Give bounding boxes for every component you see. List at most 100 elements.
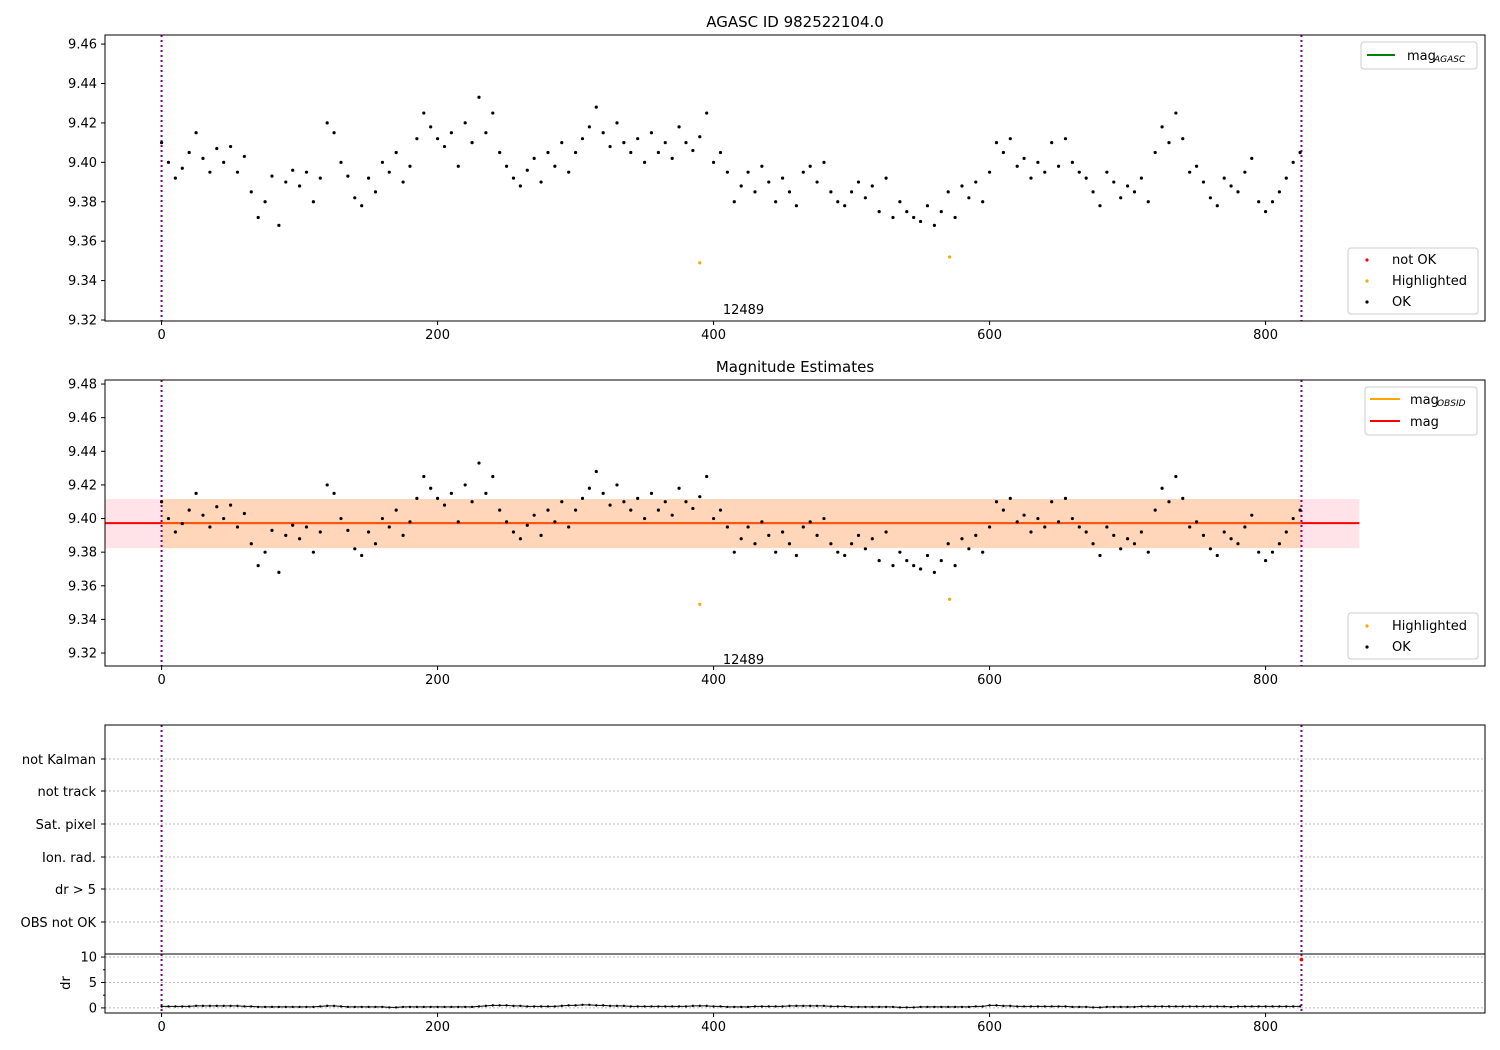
ok-point xyxy=(1270,200,1275,204)
dr-point xyxy=(781,1005,784,1008)
ok-point xyxy=(387,170,391,174)
ok-point xyxy=(1208,547,1212,551)
ok-point xyxy=(249,190,253,194)
ok-point xyxy=(477,461,481,465)
ok-point xyxy=(366,176,371,180)
dr-point xyxy=(1147,1005,1150,1008)
x-tick-label: 0 xyxy=(157,673,165,688)
y-tick-label: 5 xyxy=(89,976,97,991)
ok-point xyxy=(843,204,847,208)
dr-point xyxy=(298,1005,301,1009)
dr-point xyxy=(657,1005,660,1008)
ok-point xyxy=(277,570,281,574)
axes-frame xyxy=(104,34,1486,322)
ok-point xyxy=(408,520,412,524)
dr-point xyxy=(650,1005,653,1008)
ok-point xyxy=(1188,170,1192,174)
y-tick-label: 9.34 xyxy=(68,613,97,628)
ok-point xyxy=(166,516,171,521)
ok-point xyxy=(380,516,384,521)
dr-point xyxy=(739,1005,743,1009)
ok-point xyxy=(353,547,357,551)
dr-point xyxy=(1243,1005,1247,1008)
dr-point xyxy=(1084,1005,1088,1009)
ok-point xyxy=(1022,156,1026,160)
legend-label: OK xyxy=(1392,295,1411,310)
ok-point xyxy=(201,156,205,160)
ok-point xyxy=(429,125,433,129)
ok-point xyxy=(960,537,964,541)
panel1-obsid-label: 12489 xyxy=(723,303,764,318)
panel2-obsid-label: 12489 xyxy=(723,653,764,668)
ok-point xyxy=(767,533,771,537)
dr-point xyxy=(422,1005,425,1009)
ok-point xyxy=(166,160,171,164)
dr-point xyxy=(1216,1005,1219,1008)
ok-point xyxy=(1250,156,1254,160)
ok-point xyxy=(394,508,398,512)
ok-point xyxy=(787,190,792,194)
ok-point xyxy=(1222,530,1226,534)
y-tick-label: 9.38 xyxy=(68,195,97,210)
dr-point xyxy=(505,1004,508,1007)
ok-point xyxy=(601,131,605,135)
ok-point xyxy=(787,542,792,546)
legend-marker xyxy=(1365,258,1369,262)
ok-point xyxy=(435,496,440,500)
dr-point xyxy=(1140,1005,1143,1008)
ok-point xyxy=(732,200,736,204)
highlighted-point xyxy=(947,255,952,259)
ok-point xyxy=(1188,525,1192,529)
dr-point xyxy=(1285,1005,1288,1008)
x-tick-label: 800 xyxy=(1253,328,1278,343)
ok-point xyxy=(297,184,302,188)
ok-point xyxy=(429,486,433,490)
ok-point xyxy=(691,148,695,153)
ok-point xyxy=(608,144,612,149)
dr-point xyxy=(401,1005,405,1009)
ok-point xyxy=(725,525,729,529)
panel3-dr-axes: 0 5 10 0 200 400 600 800 xyxy=(80,951,1486,1035)
dr-point xyxy=(243,1005,246,1008)
ok-point xyxy=(560,141,564,145)
ok-point xyxy=(173,530,177,534)
ok-point xyxy=(498,150,502,155)
y-tick-label: 9.36 xyxy=(68,579,97,594)
dr-point xyxy=(174,1005,177,1008)
ok-point xyxy=(470,141,474,145)
ok-point xyxy=(1174,111,1178,115)
dr-point xyxy=(995,1004,998,1007)
ok-point xyxy=(932,223,936,228)
legend-label: mag xyxy=(1410,393,1439,408)
ok-point xyxy=(1194,164,1199,168)
ok-point xyxy=(484,491,488,495)
ok-point xyxy=(808,164,812,168)
ok-point xyxy=(1153,150,1157,155)
ok-point xyxy=(504,164,509,168)
dr-point xyxy=(836,1005,839,1008)
ok-point xyxy=(491,474,495,479)
ok-point xyxy=(1139,530,1143,534)
ok-point xyxy=(877,558,881,563)
ok-point xyxy=(939,558,943,563)
x-tick-label: 400 xyxy=(701,328,726,343)
ok-point xyxy=(1181,137,1185,141)
dr-point xyxy=(526,1005,529,1008)
dr-point xyxy=(670,1005,674,1008)
ok-point xyxy=(760,164,764,168)
legend-label: Highlighted xyxy=(1392,619,1467,634)
legend-label: mag xyxy=(1410,415,1439,430)
ok-point xyxy=(877,210,881,214)
dr-point xyxy=(222,1004,225,1008)
dr-point xyxy=(1126,1005,1129,1009)
dr-point xyxy=(236,1004,239,1008)
dr-point xyxy=(884,1005,888,1009)
ok-point xyxy=(1153,508,1157,512)
ok-point xyxy=(760,520,764,524)
dr-point xyxy=(788,1004,791,1008)
ok-point xyxy=(656,150,660,155)
ok-point xyxy=(677,486,681,490)
flag-label: not Kalman xyxy=(22,753,96,768)
ok-point xyxy=(994,141,999,145)
ok-point xyxy=(553,520,557,524)
